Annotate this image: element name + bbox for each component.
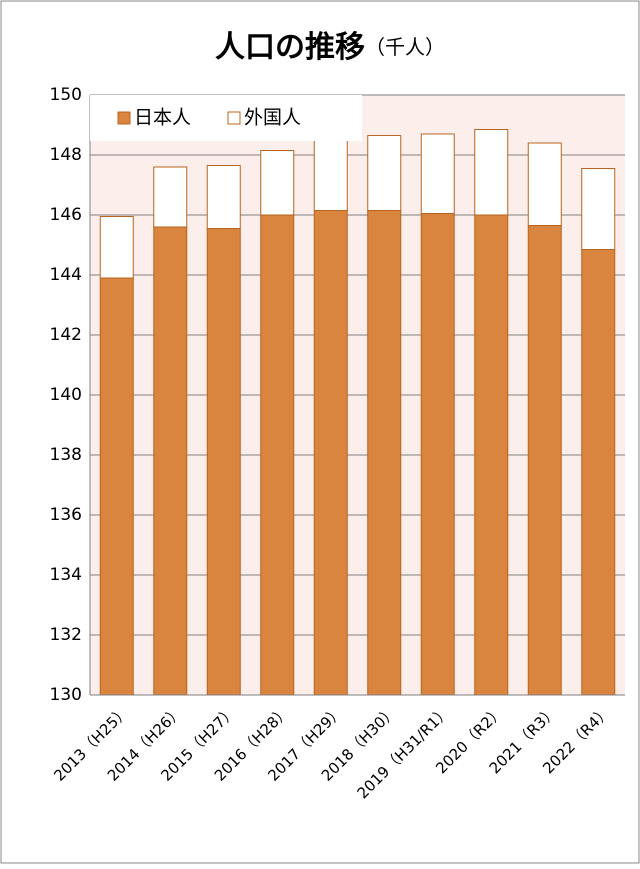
bar-segment	[420, 133, 455, 214]
y-tick-label: 134	[50, 565, 82, 585]
bar-segment	[581, 249, 616, 696]
chart-title-group: 人口の推移（千人）	[215, 30, 445, 65]
bar-segment	[153, 166, 188, 228]
bar-segment	[313, 210, 348, 696]
bar-segment	[313, 136, 348, 211]
bar-segment	[99, 216, 134, 279]
y-tick-label: 138	[50, 445, 82, 465]
bar-segment	[581, 168, 616, 250]
y-tick-label: 148	[50, 145, 82, 165]
legend-label: 外国人	[244, 107, 301, 129]
legend-swatch	[117, 111, 131, 125]
y-tick-label: 140	[50, 385, 82, 405]
bar-segment	[99, 277, 134, 696]
bar-segment	[206, 165, 241, 229]
bar-segment	[367, 210, 402, 696]
y-tick-label: 132	[50, 625, 82, 645]
y-tick-label: 144	[50, 265, 82, 285]
bar-segment	[474, 214, 509, 696]
chart-unit: （千人）	[365, 35, 445, 59]
bar-segment	[153, 226, 188, 696]
bar-segment	[367, 135, 402, 211]
y-tick-label: 136	[50, 505, 82, 525]
y-tick-label: 146	[50, 205, 82, 225]
bar-segment	[527, 225, 562, 696]
bar-segment	[420, 213, 455, 696]
bar-segment	[260, 150, 295, 216]
chart-title: 人口の推移	[215, 30, 365, 65]
bar-segment	[260, 214, 295, 696]
bar-segment	[474, 129, 509, 216]
y-tick-label: 142	[50, 325, 82, 345]
y-tick-label: 150	[50, 85, 82, 105]
legend-box	[90, 95, 362, 141]
y-tick-label: 130	[50, 685, 82, 705]
bar-segment	[527, 142, 562, 226]
legend-swatch	[227, 111, 241, 125]
bar-segment	[206, 228, 241, 696]
legend-label: 日本人	[134, 107, 191, 129]
